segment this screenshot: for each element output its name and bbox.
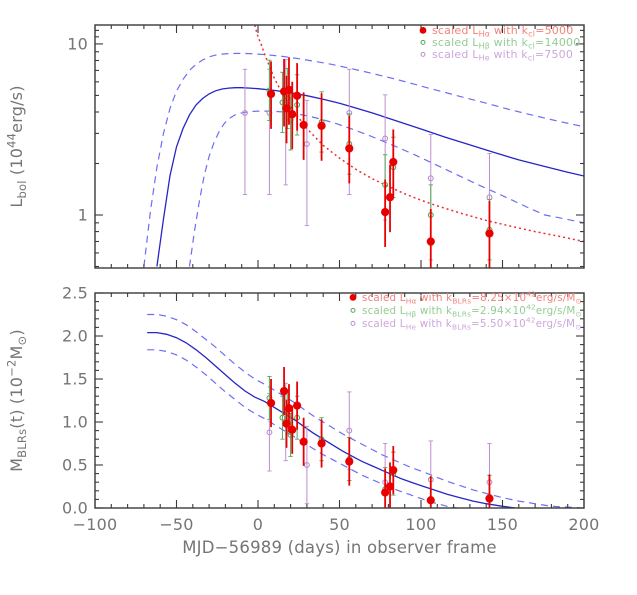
x-tick-label: 100 bbox=[405, 515, 436, 534]
legend-marker-open bbox=[350, 307, 356, 313]
legend-marker-filled bbox=[419, 27, 427, 34]
data-point-He bbox=[266, 429, 273, 436]
data-point-Halpha bbox=[293, 91, 302, 100]
top-y-tick-label: 10 bbox=[67, 34, 88, 53]
bottom-y-axis-title: MBLRs(t) (10−2M⊙) bbox=[4, 329, 29, 472]
data-point-Halpha bbox=[385, 193, 395, 202]
x-tick-label: −50 bbox=[159, 515, 193, 534]
data-point-Halpha bbox=[426, 496, 435, 505]
data-point-Halpha bbox=[266, 398, 276, 408]
top-series-He bbox=[242, 59, 493, 268]
bottom-curve-upper-envelope-dashed bbox=[147, 313, 581, 508]
top-curve-lower-envelope-dashed bbox=[188, 110, 584, 267]
legend-entry-label: scaled LHβ with kcl=14000 bbox=[432, 36, 580, 51]
data-point-Halpha bbox=[317, 439, 326, 448]
data-point-He bbox=[346, 427, 353, 434]
bottom-y-tick-label: 1.5 bbox=[62, 370, 88, 389]
top-panel-frame bbox=[94, 24, 585, 269]
legend-marker-filled bbox=[349, 294, 357, 301]
bottom-y-tick-label: 2.0 bbox=[62, 327, 88, 346]
data-point-Halpha bbox=[389, 157, 398, 167]
data-point-Halpha bbox=[385, 482, 395, 491]
top-series-Hbeta bbox=[266, 59, 493, 261]
x-axis-title: MJD−56989 (days) in observer frame bbox=[182, 538, 497, 557]
top-panel-plot-area bbox=[143, 25, 584, 268]
bottom-curve-blrs-mass-model-solid bbox=[147, 331, 516, 508]
bottom-panel-plot-area bbox=[147, 313, 581, 508]
data-point-Halpha bbox=[485, 229, 494, 238]
bottom-series-Halpha bbox=[266, 366, 494, 508]
data-point-Halpha bbox=[282, 419, 291, 428]
legend-entry-label: scaled LHα with kcl=5000 bbox=[432, 24, 573, 39]
top-y-tick-label: 1 bbox=[78, 205, 88, 224]
data-point-Halpha bbox=[288, 425, 297, 434]
bottom-legend: scaled LHα with kBLRs=8.25×1042erg/s/M⊙s… bbox=[349, 290, 582, 332]
x-tick-label: 150 bbox=[487, 515, 518, 534]
data-point-Halpha bbox=[381, 207, 390, 217]
data-point-Halpha bbox=[279, 386, 289, 396]
bottom-curve-lower-envelope-dashed bbox=[147, 349, 458, 508]
data-point-Halpha bbox=[345, 144, 354, 153]
data-point-Halpha bbox=[293, 401, 302, 410]
data-point-Halpha bbox=[389, 466, 398, 475]
data-point-Halpha bbox=[345, 457, 354, 466]
top-curve-upper-envelope-dashed bbox=[143, 52, 584, 267]
legend-entry-label: scaled LHα with kBLRs=8.25×1042erg/s/M⊙ bbox=[362, 290, 582, 306]
legend-entry-label: scaled LHe with kcl=7500 bbox=[432, 48, 573, 63]
top-series-Halpha bbox=[266, 57, 494, 268]
data-point-Halpha bbox=[381, 488, 390, 497]
data-point-Halpha bbox=[284, 404, 294, 413]
bottom-series-He bbox=[266, 382, 493, 508]
bottom-y-tick-label: 0.0 bbox=[62, 499, 88, 518]
top-panel-ticks bbox=[94, 25, 585, 268]
legend-marker-open bbox=[350, 320, 356, 326]
data-point-He bbox=[427, 175, 434, 182]
x-tick-label: 200 bbox=[568, 515, 599, 534]
data-point-Hbeta bbox=[279, 414, 286, 421]
data-point-He bbox=[382, 135, 389, 142]
data-point-Halpha bbox=[299, 120, 308, 130]
top-curve-bolometric-model-solid bbox=[156, 87, 584, 267]
x-tick-label: 50 bbox=[329, 515, 350, 534]
data-point-Halpha bbox=[299, 437, 308, 446]
data-point-Halpha bbox=[485, 494, 494, 503]
legend-marker-open bbox=[420, 51, 426, 57]
data-point-Halpha bbox=[317, 121, 326, 130]
bottom-y-tick-label: 0.5 bbox=[62, 456, 88, 475]
legend-entry-label: scaled LHe with kBLRs=5.50×1042erg/s/M⊙ bbox=[362, 316, 582, 332]
data-point-Halpha bbox=[282, 104, 291, 113]
legend-marker-open bbox=[420, 39, 426, 45]
top-y-axis-title: Lbol (1044erg/s) bbox=[4, 85, 29, 207]
data-point-Halpha bbox=[284, 85, 294, 94]
x-tick-label: 0 bbox=[253, 515, 263, 534]
bottom-y-tick-label: 2.5 bbox=[62, 284, 88, 303]
data-point-Halpha bbox=[266, 89, 276, 99]
data-point-Halpha bbox=[426, 237, 435, 246]
data-point-Halpha bbox=[288, 110, 297, 119]
legend-entry-label: scaled LHβ with kBLRs=2.94×1042erg/s/M⊙ bbox=[362, 303, 582, 319]
bottom-panel-ticks bbox=[94, 292, 585, 509]
data-point-He bbox=[242, 109, 248, 116]
x-tick-label: −100 bbox=[73, 515, 118, 534]
bottom-y-tick-label: 1.0 bbox=[62, 413, 88, 432]
